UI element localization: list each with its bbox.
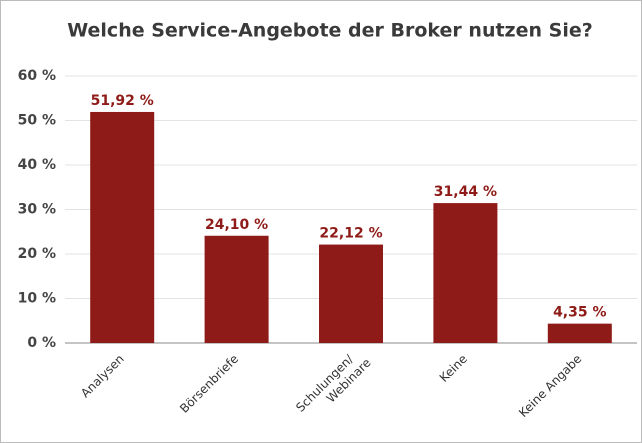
value-label: 31,44 %: [434, 184, 497, 200]
value-label: 4,35 %: [553, 305, 606, 321]
value-label: 22,12 %: [319, 226, 382, 242]
bar: [319, 244, 383, 343]
y-tick-label: 20 %: [18, 246, 56, 262]
y-tick-label: 40 %: [18, 157, 56, 173]
y-tick-label: 0 %: [27, 335, 56, 351]
y-tick-label: 10 %: [18, 291, 56, 307]
value-label: 24,10 %: [205, 217, 268, 233]
y-tick-label: 50 %: [18, 113, 56, 129]
bar: [547, 323, 612, 343]
chart-title: Welche Service-Angebote der Broker nutze…: [67, 20, 593, 42]
y-tick-label: 30 %: [18, 202, 56, 218]
bar: [90, 111, 155, 344]
y-tick-label: 60 %: [18, 68, 56, 84]
value-label: 51,92 %: [91, 93, 154, 109]
bar: [204, 235, 269, 343]
bar: [433, 203, 498, 343]
